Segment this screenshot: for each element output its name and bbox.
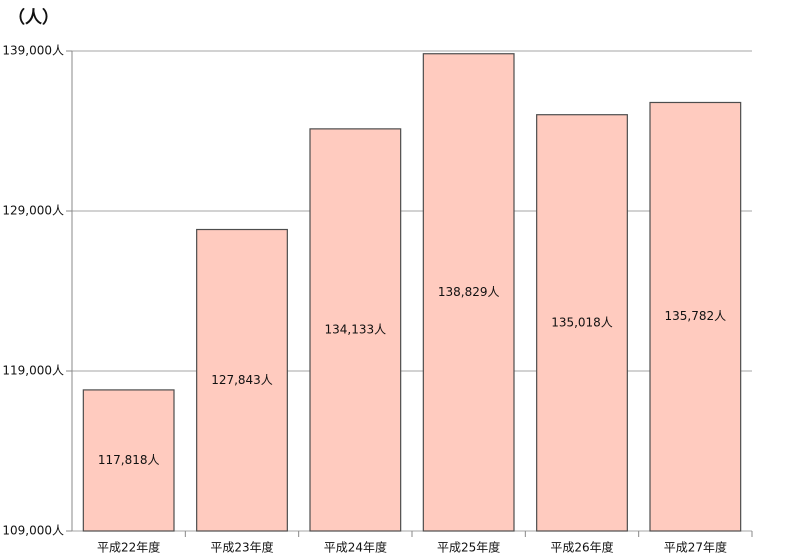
- value-label: 134,133人: [325, 322, 387, 336]
- x-tick-label: 平成24年度: [324, 540, 387, 555]
- x-tick-label: 平成25年度: [437, 540, 500, 555]
- bar: [196, 228, 288, 532]
- unit-label: （人）: [8, 7, 59, 28]
- x-tick-label: 平成27年度: [664, 540, 727, 555]
- bar: [536, 114, 628, 532]
- value-label: 135,018人: [551, 315, 613, 329]
- x-tick-label: 平成26年度: [550, 540, 613, 555]
- bar: [309, 128, 402, 532]
- bar: [422, 53, 515, 532]
- bar: [82, 389, 175, 532]
- value-label: 117,818人: [98, 453, 160, 467]
- y-tick-label: 129,000人: [2, 204, 64, 218]
- value-label: 138,829人: [438, 285, 500, 299]
- x-tick-label: 平成22年度: [97, 540, 160, 555]
- x-tick-label: 平成23年度: [210, 540, 273, 555]
- bar: [649, 101, 742, 532]
- y-tick-label: 139,000人: [2, 44, 64, 58]
- y-tick-label: 109,000人: [2, 524, 64, 538]
- value-label: 135,782人: [665, 309, 727, 323]
- value-label: 127,843人: [211, 373, 273, 387]
- y-tick-label: 119,000人: [2, 364, 64, 378]
